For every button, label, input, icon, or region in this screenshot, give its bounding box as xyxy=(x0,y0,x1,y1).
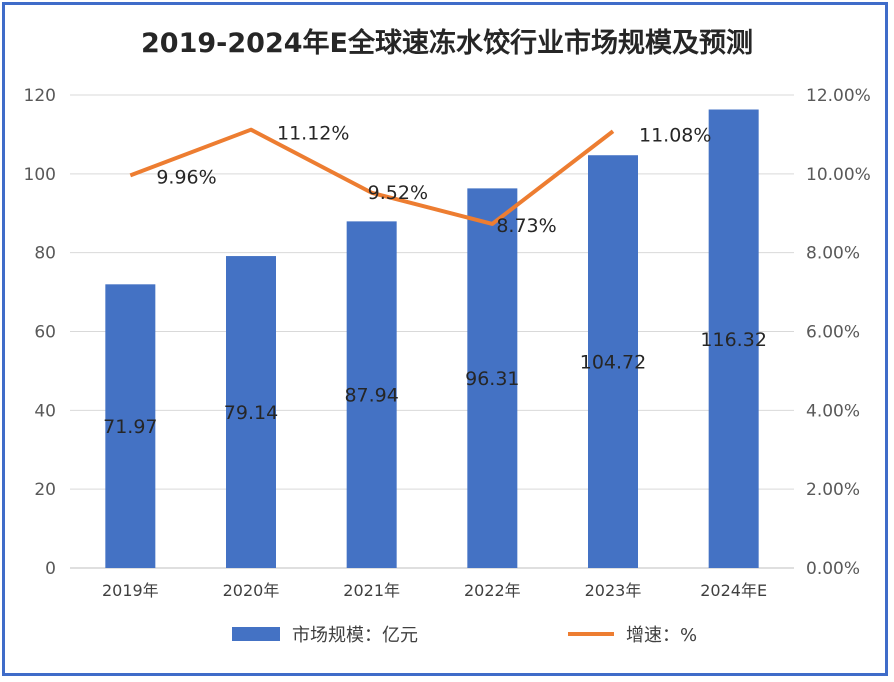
bar-value-label: 71.97 xyxy=(103,416,157,438)
y-right-tick-label: 12.00% xyxy=(806,86,871,106)
left-axis-ticks: 0 20 40 60 80 100 120 xyxy=(24,86,56,579)
y-right-tick-label: 6.00% xyxy=(806,323,860,343)
x-tick-label: 2021年 xyxy=(343,581,400,600)
x-tick-label: 2019年 xyxy=(102,581,159,600)
data-labels: 71.97 79.14 87.94 96.31 104.72 116.32 9.96% 11.… xyxy=(103,123,767,438)
bar xyxy=(708,109,759,568)
line-value-label: 11.12% xyxy=(277,123,349,145)
y-left-tick-label: 0 xyxy=(45,559,56,579)
y-left-tick-label: 40 xyxy=(34,401,56,421)
x-tick-label: 2020年 xyxy=(223,581,280,600)
gridlines xyxy=(70,94,794,569)
y-left-tick-label: 80 xyxy=(34,244,56,264)
chart-title: 2019-2024年E全球速冻水饺行业市场规模及预测 xyxy=(141,27,753,59)
right-axis-ticks: 0.00% 2.00% 4.00% 6.00% 8.00% 10.00% 12.00% xyxy=(806,86,871,579)
y-right-tick-label: 4.00% xyxy=(806,401,860,421)
y-left-tick-label: 60 xyxy=(34,323,56,343)
bar-value-label: 104.72 xyxy=(580,352,646,374)
legend-line-label: 增速：% xyxy=(626,625,697,646)
y-left-tick-label: 100 xyxy=(24,165,56,185)
x-tick-label: 2023年 xyxy=(585,581,642,600)
y-right-tick-label: 10.00% xyxy=(806,165,871,185)
y-right-tick-label: 0.00% xyxy=(806,559,860,579)
bar xyxy=(588,155,638,568)
bar-value-label: 87.94 xyxy=(344,385,398,407)
legend-bar-swatch xyxy=(232,627,280,641)
bar xyxy=(346,221,397,569)
line-series xyxy=(129,127,615,226)
x-axis-ticks: 2019年 2020年 2021年 2022年 2023年 2024年E xyxy=(102,581,767,600)
line-value-label: 9.96% xyxy=(156,166,216,188)
line-value-label: 9.52% xyxy=(368,182,428,204)
bar xyxy=(105,284,156,568)
x-tick-label: 2022年 xyxy=(464,581,521,600)
line-value-label: 8.73% xyxy=(496,215,556,237)
bar-value-label: 79.14 xyxy=(224,402,278,424)
bar xyxy=(226,256,276,568)
y-right-tick-label: 8.00% xyxy=(806,244,860,264)
legend: 市场规模：亿元 增速：% xyxy=(232,625,697,646)
y-right-tick-label: 2.00% xyxy=(806,480,860,500)
bar-series xyxy=(105,109,759,569)
bar-value-label: 96.31 xyxy=(465,368,519,390)
x-tick-label: 2024年E xyxy=(700,581,767,600)
bar-value-label: 116.32 xyxy=(700,329,766,351)
legend-bar-label: 市场规模：亿元 xyxy=(292,625,418,646)
bar xyxy=(467,188,518,568)
y-left-tick-label: 120 xyxy=(24,86,56,106)
line-value-label: 11.08% xyxy=(639,124,711,146)
y-left-tick-label: 20 xyxy=(34,480,56,500)
